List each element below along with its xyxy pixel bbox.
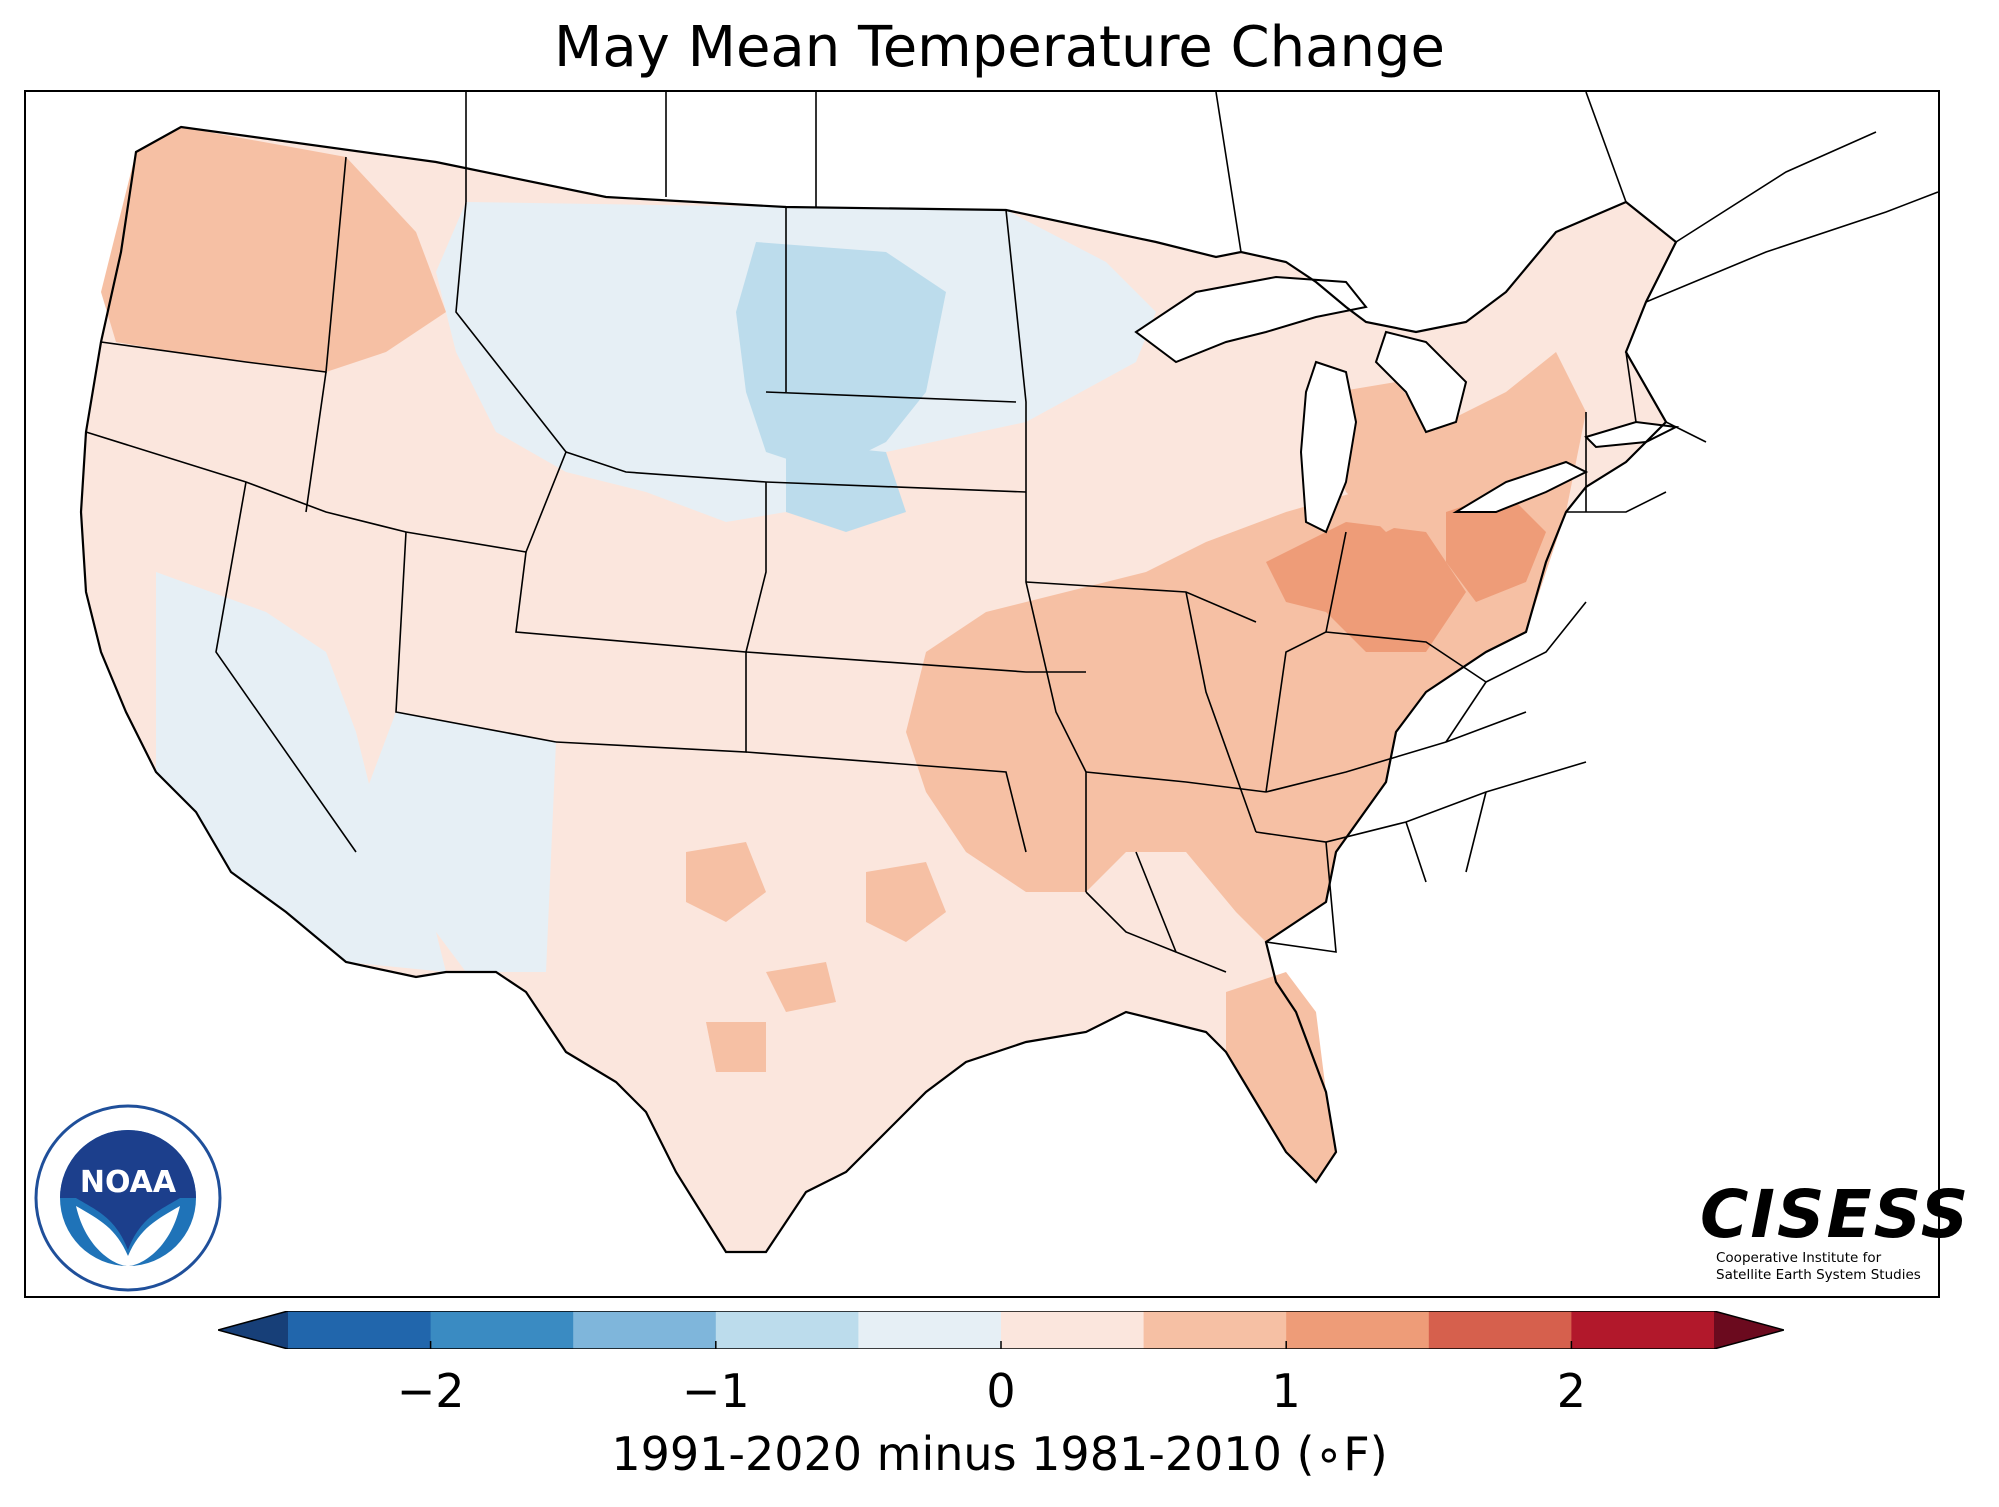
map-panel [24,90,1940,1298]
noaa-logo: NOAA [34,1104,222,1292]
region-wv-hot [1446,492,1546,602]
anomaly-fill [81,127,1676,1252]
colorbar-bins [288,1311,1715,1349]
region-nebraska-spot [786,442,906,532]
region-dakotas-cooler [736,242,946,472]
neighbor-borders [465,92,1938,303]
colorbar-bin [1286,1311,1430,1349]
cisess-line-2: Satellite Earth System Studies [1716,1267,1921,1283]
us-map [79,92,1938,1254]
region-ohio-hot [1266,522,1466,652]
colorbar-bin [715,1311,859,1349]
map-title: May Mean Temperature Change [554,15,1445,80]
colorbar-bin [1143,1311,1287,1349]
colorbar-label: 1991-2020 minus 1981-2010 (∘F) [611,1427,1388,1481]
colorbar-tick-label: 1 [1271,1364,1301,1418]
colorbar-bin [1001,1311,1145,1349]
colorbar-bin [1428,1311,1572,1349]
region-southwest [156,572,446,972]
colorbar-bin [1571,1311,1715,1349]
colorbar-over-arrow [1714,1311,1784,1349]
colorbar-under-arrow [218,1311,288,1349]
cisess-line-1: Cooperative Institute for [1716,1250,1882,1266]
region-florida [1226,972,1336,1182]
region-texas-patch-4 [706,1022,766,1072]
region-texas-patch-2 [866,862,946,942]
lake-superior [1134,275,1368,364]
cisess-wordmark: CISESS [1700,1176,1971,1253]
lake-ontario [1584,420,1680,449]
region-texas-patch-3 [766,962,836,1012]
lake-michigan [1299,360,1358,534]
colorbar-ticks [429,1341,1573,1349]
lake-huron [1374,330,1468,434]
region-texas-patch-1 [686,842,766,922]
colorbar-tick-label: 0 [986,1364,1016,1418]
cisess-logo: CISESS Cooperative Institute for Satelli… [1700,1176,1971,1290]
colorbar-tick-label: 2 [1556,1364,1587,1418]
region-arizona [366,712,556,972]
colorbar [218,1311,1784,1349]
colorbar-bin [858,1311,1002,1349]
colorbar-bin [288,1311,432,1349]
colorbar-bin [573,1311,717,1349]
region-pacific-nw [101,127,446,372]
colorbar-tick-label: −1 [681,1364,750,1418]
colorbar-bin [430,1311,574,1349]
great-lakes [1134,275,1680,534]
noaa-wordmark: NOAA [80,1165,177,1200]
colorbar-tick-label: −2 [396,1364,465,1418]
state-borders [85,156,1707,973]
coastline [79,125,1678,1254]
